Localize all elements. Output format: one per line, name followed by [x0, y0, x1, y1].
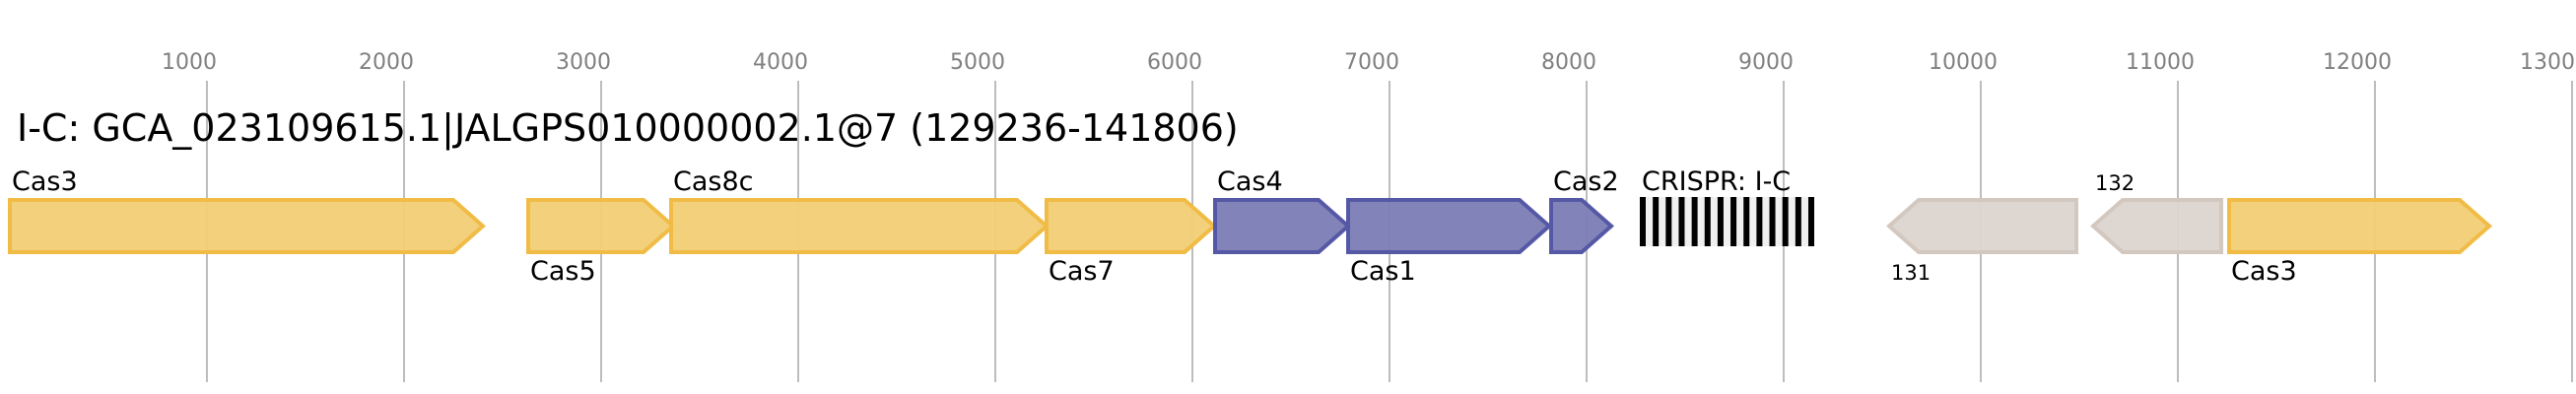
tick-label: 10000 [1929, 50, 1998, 75]
gene-label: Cas3 [2231, 256, 2297, 287]
crispr-repeat [1808, 197, 1814, 246]
tick-label: 13000 [2520, 50, 2576, 75]
crispr-repeat [1769, 197, 1776, 246]
tick-label: 6000 [1147, 50, 1202, 75]
crispr-repeat [1756, 197, 1763, 246]
gene-arrow-cas4[interactable] [1213, 198, 1352, 254]
diagram-title: I-C: GCA_023109615.1|JALGPS010000002.1@7… [17, 106, 1239, 151]
tick-label: 4000 [753, 50, 808, 75]
crispr-repeat [1730, 197, 1737, 246]
crispr-repeat [1795, 197, 1801, 246]
crispr-repeat [1782, 197, 1789, 246]
crispr-array: CRISPR: I-C [1640, 166, 1814, 246]
tick-label: 12000 [2323, 50, 2392, 75]
crispr-repeat [1743, 197, 1750, 246]
tick-label: 1000 [162, 50, 217, 75]
tick-label: 11000 [2126, 50, 2195, 75]
gene-label: Cas2 [1553, 166, 1619, 197]
gene-arrow-cas8c[interactable] [669, 198, 1051, 254]
gene-arrow-cas7[interactable] [1045, 198, 1218, 254]
gene-arrow-cas3[interactable] [8, 198, 487, 254]
crispr-repeat [1704, 197, 1711, 246]
crispr-repeat [1678, 197, 1685, 246]
gene-arrow-cas5[interactable] [526, 198, 677, 254]
crispr-repeat [1653, 197, 1660, 246]
gene-label: Cas5 [530, 256, 596, 287]
gene-arrow-131[interactable] [1885, 198, 2078, 254]
crispr-repeat [1717, 197, 1724, 246]
gene-label: Cas4 [1217, 166, 1283, 197]
gene-arrow-cas2[interactable] [1549, 198, 1615, 254]
gene-arrow-cas1[interactable] [1346, 198, 1553, 254]
crispr-repeat [1691, 197, 1698, 246]
gene-label: Cas7 [1049, 256, 1115, 287]
tick-label: 9000 [1738, 50, 1794, 75]
crispr-repeat [1665, 197, 1672, 246]
tick-label: 3000 [556, 50, 611, 75]
gene-label: Cas1 [1350, 256, 1416, 287]
gene-label: Cas3 [12, 166, 78, 197]
gene-arrow-132[interactable] [2089, 198, 2223, 254]
tick-label: 2000 [359, 50, 414, 75]
tick-label: 7000 [1344, 50, 1399, 75]
gene-label: 131 [1891, 261, 1931, 285]
crispr-repeat [1640, 197, 1646, 246]
tick-label: 5000 [950, 50, 1005, 75]
gene-track: Cas3 Cas5 Cas8c Cas7 Cas4 Cas1 Cas2 131 132 Cas3 [8, 166, 2493, 287]
gene-label: Cas8c [673, 166, 754, 197]
tick-label: 8000 [1541, 50, 1596, 75]
gene-arrow-cas3[interactable] [2227, 198, 2493, 254]
crispr-label: CRISPR: I-C [1642, 166, 1791, 197]
gene-label: 132 [2095, 171, 2135, 195]
